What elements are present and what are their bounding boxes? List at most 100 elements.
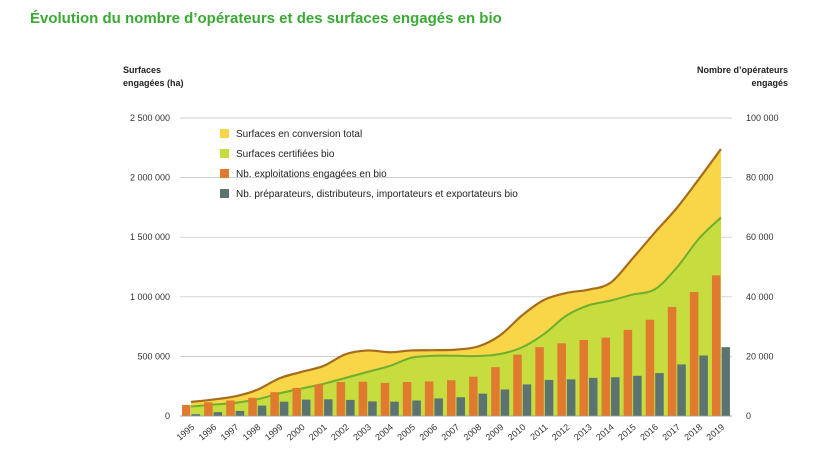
preparateurs-bar: [677, 364, 686, 416]
exploitations-bar: [645, 319, 655, 416]
legend-swatch: [220, 149, 229, 158]
x-tick-label: 2000: [285, 422, 307, 443]
right-tick-label: 100 000: [746, 113, 779, 123]
legend-label: Nb. exploitations engagées en bio: [236, 169, 387, 180]
x-tick-label: 2017: [660, 422, 682, 443]
preparateurs-bar: [301, 399, 311, 416]
exploitations-bar: [469, 376, 478, 416]
right-tick-label: 20 000: [746, 351, 774, 361]
right-axis-title: Nombre d’opérateurs engagés: [660, 64, 788, 90]
exploitations-bar: [314, 384, 324, 416]
legend-label: Surfaces certifiées bio: [236, 149, 335, 160]
preparateurs-bar: [566, 379, 576, 416]
x-tick-label: 2007: [440, 422, 462, 443]
left-tick-label: 500 000: [137, 351, 170, 361]
x-tick-label: 2013: [572, 422, 594, 443]
exploitations-bar: [182, 404, 191, 416]
preparateurs-bar: [213, 412, 223, 416]
x-tick-label: 2003: [351, 422, 373, 443]
legend-label: Nb. préparateurs, distributeurs, importa…: [236, 189, 518, 200]
exploitations-bar: [667, 306, 677, 416]
preparateurs-bar: [191, 414, 201, 416]
exploitations-bar: [270, 392, 279, 416]
exploitations-bar: [711, 275, 721, 416]
exploitations-bar: [689, 292, 699, 416]
right-axis-title-line-1: Nombre d’opérateurs: [696, 65, 788, 75]
x-tick-label: 1998: [241, 422, 263, 443]
x-tick-label: 2019: [704, 422, 726, 443]
exploitations-bar: [248, 397, 257, 416]
left-tick-label: 2 000 000: [130, 173, 170, 183]
preparateurs-bar: [500, 389, 510, 416]
right-tick-label: 0: [746, 411, 751, 421]
x-tick-label: 2016: [638, 422, 660, 443]
left-tick-label: 1 000 000: [130, 292, 170, 302]
x-tick-label: 2008: [462, 422, 484, 443]
x-tick-label: 2004: [373, 422, 395, 443]
exploitations-bar: [336, 382, 346, 416]
legend-label: Surfaces en conversion total: [236, 129, 362, 140]
left-tick-label: 0: [165, 411, 170, 421]
exploitations-bar: [380, 382, 390, 416]
preparateurs-bar: [611, 377, 620, 416]
certified-area: [191, 217, 721, 416]
preparateurs-bar: [456, 397, 465, 416]
left-axis-title: Surfaces engagées (ha): [123, 64, 184, 90]
right-tick-label: 60 000: [746, 232, 774, 242]
exploitations-bar: [579, 340, 588, 416]
preparateurs-bar: [368, 401, 377, 416]
x-tick-label: 2012: [550, 422, 572, 443]
legend-swatch: [220, 189, 229, 198]
right-tick-label: 80 000: [746, 173, 774, 183]
x-tick-label: 2001: [307, 422, 329, 443]
x-tick-label: 2010: [506, 422, 528, 443]
exploitations-bar: [204, 402, 213, 416]
x-tick-label: 1999: [263, 422, 285, 443]
preparateurs-bar: [633, 375, 642, 416]
exploitations-bar: [491, 367, 500, 416]
exploitations-bar: [358, 381, 368, 416]
preparateurs-bar: [522, 384, 532, 416]
preparateurs-bar: [434, 398, 443, 416]
right-axis-title-line-2: engagés: [751, 78, 788, 88]
x-tick-label: 2018: [682, 422, 704, 443]
x-tick-label: 1997: [219, 422, 241, 443]
exploitations-bar: [623, 329, 633, 416]
preparateurs-bar: [544, 379, 554, 416]
preparateurs-bar: [324, 399, 333, 416]
exploitations-bar: [535, 347, 544, 416]
preparateurs-bar: [279, 401, 289, 416]
legend-swatch: [220, 129, 229, 138]
total-surface-line: [190, 148, 722, 404]
exploitations-bar: [513, 354, 522, 416]
legend-swatch: [220, 169, 229, 178]
right-tick-label: 40 000: [746, 292, 774, 302]
left-tick-label: 1 500 000: [130, 232, 170, 242]
x-tick-label: 1995: [175, 422, 197, 443]
certified-line: [190, 216, 722, 408]
exploitations-bar: [424, 381, 434, 416]
preparateurs-bar: [699, 355, 708, 416]
preparateurs-bar: [412, 400, 421, 416]
x-tick-label: 2005: [395, 422, 417, 443]
preparateurs-bar: [235, 410, 245, 416]
exploitations-bar: [447, 380, 456, 416]
left-axis-title-line-1: Surfaces: [123, 65, 162, 75]
preparateurs-bar: [588, 377, 598, 416]
left-tick-label: 2 500 000: [130, 113, 170, 123]
preparateurs-bar: [346, 399, 355, 416]
x-tick-label: 2015: [616, 422, 638, 443]
x-tick-label: 2006: [417, 422, 439, 443]
preparateurs-bar: [257, 405, 267, 416]
x-tick-label: 2014: [594, 422, 616, 443]
preparateurs-bar: [721, 347, 730, 416]
x-tick-label: 2009: [484, 422, 506, 443]
x-tick-label: 1996: [197, 422, 219, 443]
preparateurs-bar: [478, 393, 488, 416]
x-tick-label: 2002: [329, 422, 351, 443]
left-axis-title-line-2: engagées (ha): [123, 78, 184, 88]
exploitations-bar: [601, 337, 611, 416]
exploitations-bar: [402, 382, 412, 416]
chart-title: Évolution du nombre d’opérateurs et des …: [30, 10, 502, 27]
